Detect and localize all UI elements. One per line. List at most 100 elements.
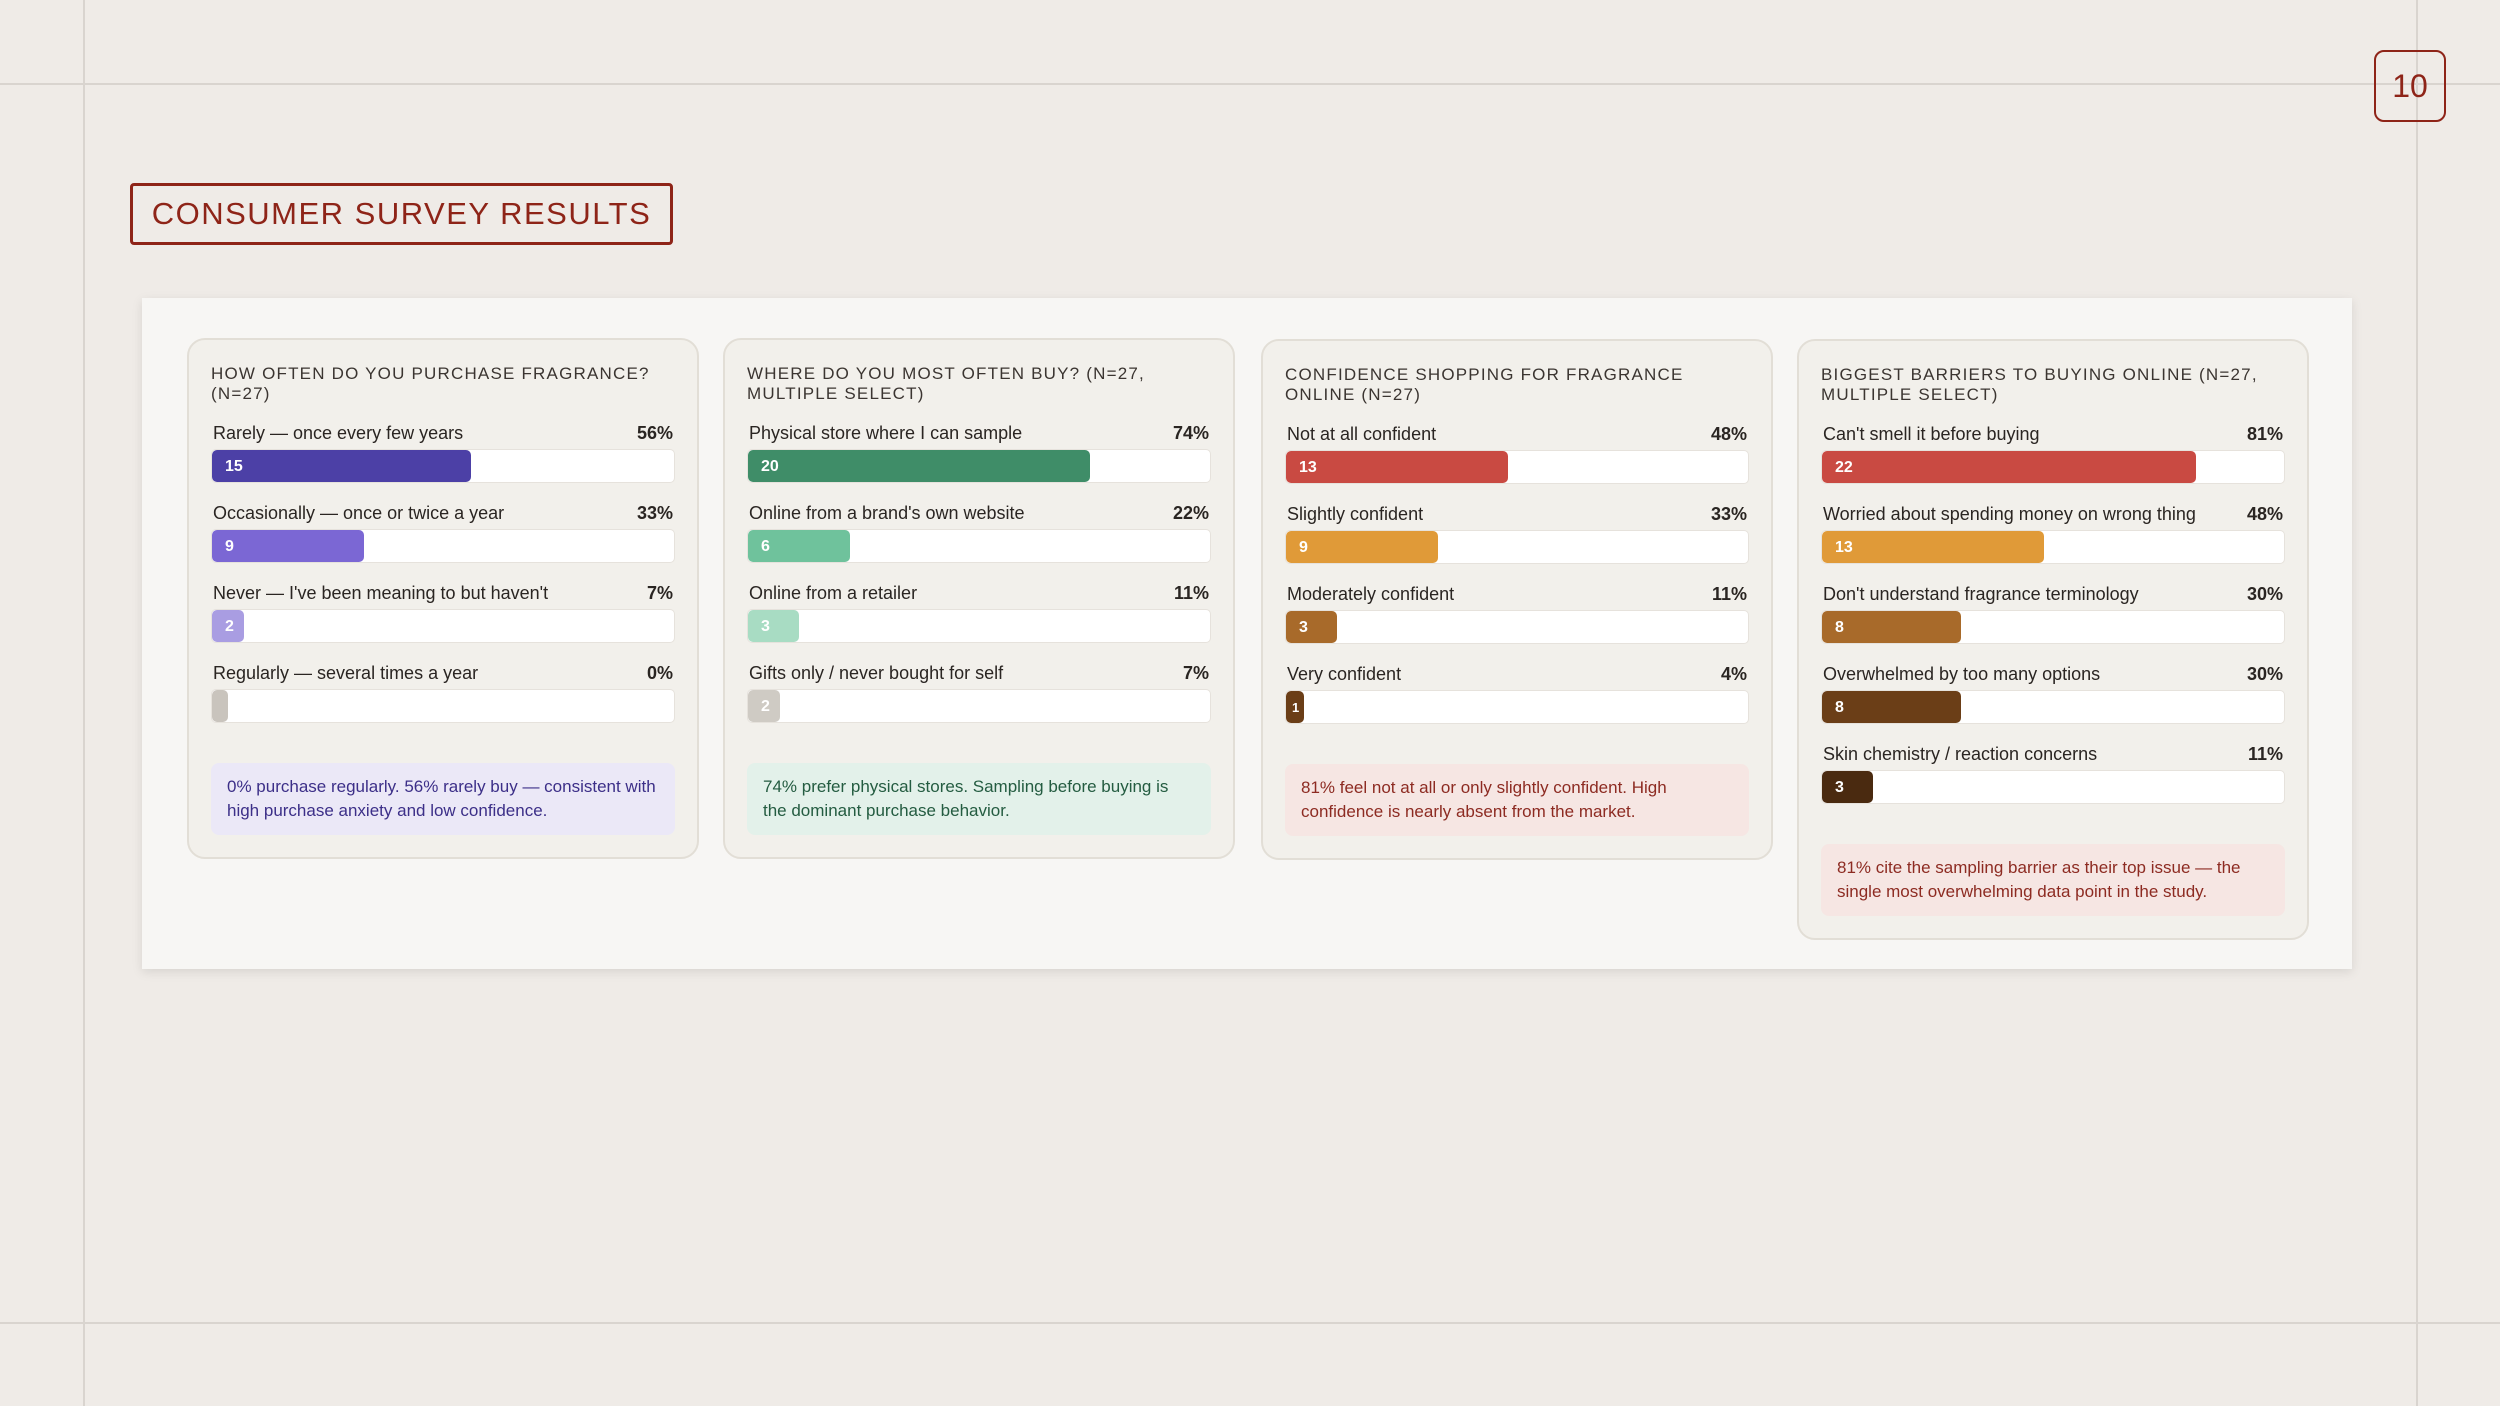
bar-label: Very confident <box>1287 664 1402 684</box>
bar-row: Don't understand fragrance terminology 30… <box>1821 584 2285 650</box>
bar-label: Online from a retailer <box>749 583 918 603</box>
bar-label: Occasionally — once or twice a year <box>213 503 505 523</box>
bar-label: Skin chemistry / reaction concerns <box>1823 744 2098 764</box>
bar-label: Physical store where I can sample <box>749 423 1023 443</box>
bar-track: 9 <box>211 529 675 563</box>
insight-note: 74% prefer physical stores. Sampling bef… <box>747 763 1211 835</box>
bar-label: Rarely — once every few years <box>213 423 464 443</box>
bar-percent-label: 81% <box>2246 424 2283 444</box>
bar-fill: 13 <box>1822 531 2044 563</box>
bar-fill: 8 <box>1822 611 1961 643</box>
bar-percent-label: 0% <box>646 663 673 683</box>
bar-count-label: 15 <box>225 458 243 475</box>
bar-count-label: 2 <box>225 618 234 635</box>
bar-track: 9 <box>1285 530 1749 564</box>
bar-fill: 1 <box>1286 691 1305 723</box>
bar-row: Worried about spending money on wrong th… <box>1821 504 2285 570</box>
bar-track: 3 <box>1285 610 1749 644</box>
bar-percent-label: 7% <box>1182 663 1209 683</box>
insight-note: 81% feel not at all or only slightly con… <box>1285 764 1749 836</box>
bar-percent-label: 11% <box>1711 584 1747 604</box>
bar-track: 6 <box>747 529 1211 563</box>
bar-percent-label: 4% <box>1720 664 1747 684</box>
bar-fill: 6 <box>748 530 850 562</box>
bar-label: Never — I've been meaning to but haven't <box>213 583 549 603</box>
bar-track: 13 <box>1821 530 2285 564</box>
bar-count-label: 2 <box>761 698 770 715</box>
bar-label: Online from a brand's own website <box>749 503 1025 523</box>
chart-panel-3: CONFIDENCE SHOPPING FOR FRAGRANCE ONLINE… <box>1261 339 1773 860</box>
chart-title: CONFIDENCE SHOPPING FOR FRAGRANCE ONLINE… <box>1285 365 1684 404</box>
bar-row: Rarely — once every few years 56% 15 <box>211 423 675 489</box>
bar-count-label: 9 <box>1299 539 1308 556</box>
bar-count-label: 22 <box>1835 459 1853 476</box>
guide-line-bottom <box>0 1322 2500 1324</box>
bar-track: 2 <box>747 689 1211 723</box>
bar-label: Slightly confident <box>1287 504 1424 524</box>
guide-line-right <box>2416 0 2418 1406</box>
bar-fill: 8 <box>1822 691 1961 723</box>
bar-percent-label: 33% <box>636 503 673 523</box>
bar-count-label: 6 <box>761 538 770 555</box>
bar-row: Not at all confident 48% 13 <box>1285 424 1749 490</box>
bar-fill: 15 <box>212 450 471 482</box>
bar-percent-label: 30% <box>2246 584 2283 604</box>
bar-fill: 9 <box>1286 531 1439 563</box>
bar-percent-label: 30% <box>2246 664 2283 684</box>
bar-track: 20 <box>747 449 1211 483</box>
bar-track <box>211 689 675 723</box>
bar-track: 3 <box>747 609 1211 643</box>
bar-count-label: 3 <box>761 618 770 635</box>
bar-fill: 2 <box>212 610 245 642</box>
chart-panel-2: WHERE DO YOU MOST OFTEN BUY? (N=27, MULT… <box>723 338 1235 859</box>
bar-row: Never — I've been meaning to but haven't… <box>211 583 675 649</box>
bar-count-label: 3 <box>1835 779 1844 796</box>
bar-row: Regularly — several times a year 0% <box>211 663 675 729</box>
bar-label: Worried about spending money on wrong th… <box>1823 504 2196 524</box>
bar-fill: 13 <box>1286 451 1508 483</box>
bar-track: 13 <box>1285 450 1749 484</box>
bar-count-label: 13 <box>1835 539 1853 556</box>
bar-track: 22 <box>1821 450 2285 484</box>
bar-row: Gifts only / never bought for self 7% 2 <box>747 663 1211 729</box>
bar-percent-label: 56% <box>636 423 673 443</box>
guide-line-top <box>0 83 2500 85</box>
chart-panel-4: BIGGEST BARRIERS TO BUYING ONLINE (N=27,… <box>1797 339 2309 940</box>
bar-count-label: 9 <box>225 538 234 555</box>
bar-track: 8 <box>1821 610 2285 644</box>
bar-row: Skin chemistry / reaction concerns 11% 3 <box>1821 744 2285 810</box>
bar-row: Online from a brand's own website 22% 6 <box>747 503 1211 569</box>
chart-title: WHERE DO YOU MOST OFTEN BUY? (N=27, MULT… <box>747 364 1145 403</box>
bar-row: Very confident 4% 1 <box>1285 664 1749 730</box>
bar-fill: 22 <box>1822 451 2197 483</box>
bar-count-label: 13 <box>1299 459 1317 476</box>
bar-row: Moderately confident 11% 3 <box>1285 584 1749 650</box>
guide-line-left <box>83 0 85 1406</box>
bar-label: Can't smell it before buying <box>1823 424 2040 444</box>
chart-panel-1: HOW OFTEN DO YOU PURCHASE FRAGRANCE? (N=… <box>187 338 699 859</box>
bar-track: 2 <box>211 609 675 643</box>
bar-percent-label: 48% <box>2246 504 2283 524</box>
bar-track: 3 <box>1821 770 2285 804</box>
bar-row: Physical store where I can sample 74% 20 <box>747 423 1211 489</box>
bar-fill <box>212 690 228 722</box>
bar-label: Overwhelmed by too many options <box>1823 664 2101 684</box>
bar-count-label: 3 <box>1299 619 1308 636</box>
bar-fill: 20 <box>748 450 1090 482</box>
bar-percent-label: 7% <box>646 583 673 603</box>
bar-percent-label: 74% <box>1172 423 1209 443</box>
bar-fill: 3 <box>1286 611 1337 643</box>
bar-track: 15 <box>211 449 675 483</box>
chart-title: BIGGEST BARRIERS TO BUYING ONLINE (N=27,… <box>1821 365 2258 404</box>
bar-row: Overwhelmed by too many options 30% 8 <box>1821 664 2285 730</box>
bar-track: 8 <box>1821 690 2285 724</box>
section-title: CONSUMER SURVEY RESULTS <box>130 183 673 245</box>
bar-row: Online from a retailer 11% 3 <box>747 583 1211 649</box>
bar-label: Don't understand fragrance terminology <box>1823 584 2139 604</box>
bar-label: Regularly — several times a year <box>213 663 479 683</box>
bar-fill: 2 <box>748 690 781 722</box>
bar-label: Moderately confident <box>1287 584 1455 604</box>
bar-fill: 9 <box>212 530 365 562</box>
bar-percent-label: 11% <box>1173 583 1209 603</box>
chart-title: HOW OFTEN DO YOU PURCHASE FRAGRANCE? (N=… <box>211 364 650 403</box>
